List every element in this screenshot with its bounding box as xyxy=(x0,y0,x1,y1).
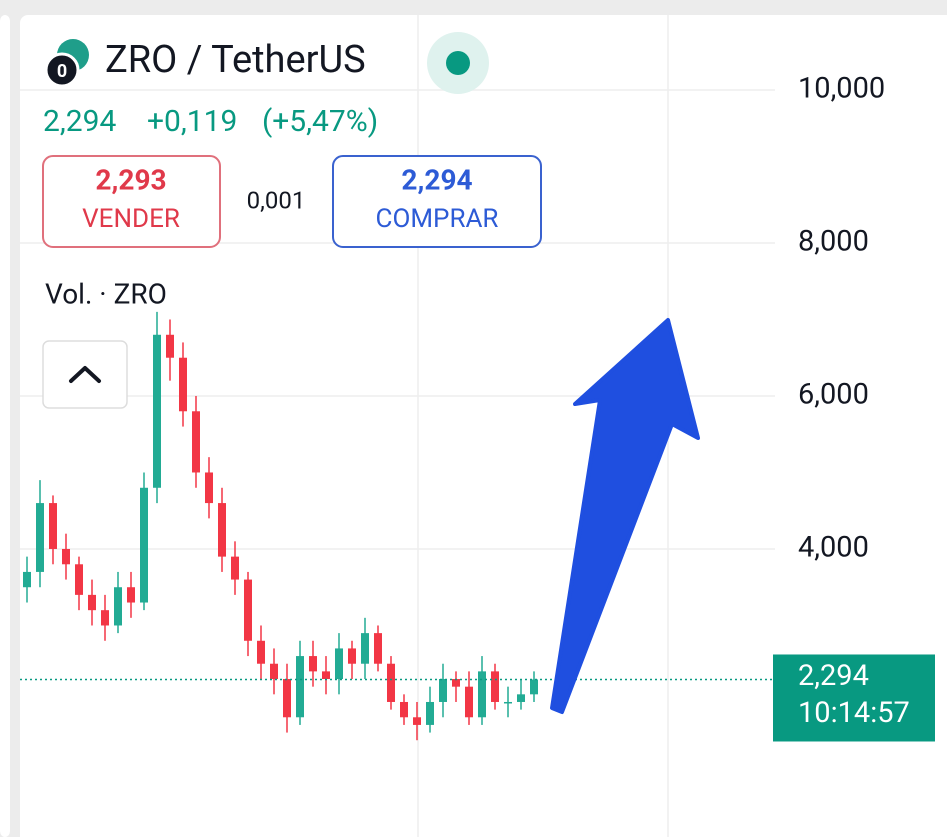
last-price: 2,294 xyxy=(43,104,116,139)
candle-body xyxy=(179,357,187,412)
candle-body xyxy=(101,610,109,626)
candle-body xyxy=(205,472,213,504)
status-dot xyxy=(446,51,470,75)
candle-body xyxy=(426,701,434,725)
candle-body xyxy=(452,679,460,687)
candle-body xyxy=(400,701,408,718)
candle-body xyxy=(140,487,148,603)
candle-body xyxy=(283,679,291,718)
candle-body xyxy=(114,587,122,626)
chevron-up xyxy=(69,366,101,383)
price-tag-time: 10:14:57 xyxy=(798,696,910,730)
candle-body xyxy=(166,334,174,358)
collapse-button[interactable] xyxy=(42,340,128,409)
candle-body xyxy=(504,701,512,704)
y-tick-label: 4,000 xyxy=(798,531,869,565)
sell-button[interactable] xyxy=(42,155,221,248)
candle-body xyxy=(192,411,200,473)
candle-body xyxy=(127,587,135,603)
plot xyxy=(20,89,775,741)
candle-body xyxy=(257,640,265,664)
side-panel xyxy=(0,15,10,837)
candle-body xyxy=(75,564,83,595)
candle-body xyxy=(335,648,343,680)
y-tick-label: 10,000 xyxy=(798,72,885,106)
sell-price: 2,293 xyxy=(95,163,166,196)
candle-body xyxy=(270,663,278,680)
candle-body xyxy=(530,679,538,695)
base-icon xyxy=(44,52,80,88)
candle-body xyxy=(361,633,369,664)
candle-body xyxy=(36,503,44,572)
candle-body xyxy=(62,548,70,565)
price-tag-value: 2,294 xyxy=(798,659,869,693)
buy-price: 2,294 xyxy=(401,163,472,196)
buy-button[interactable] xyxy=(332,155,542,248)
candle-body xyxy=(296,656,304,718)
symbol-title: ZRO / TetherUS xyxy=(105,38,366,82)
candle-body xyxy=(244,579,252,641)
sell-label: VENDER xyxy=(82,204,180,234)
candle-body xyxy=(231,556,239,580)
candle-body xyxy=(465,686,473,718)
candle-body xyxy=(23,571,31,588)
candle-body xyxy=(491,671,499,702)
volume-label: Vol. · ZRO xyxy=(45,277,167,310)
candle-body xyxy=(153,334,161,488)
candle-body xyxy=(309,656,317,672)
y-tick-label: 8,000 xyxy=(798,225,869,259)
candle-body xyxy=(374,633,382,664)
candle-body xyxy=(478,671,486,718)
candle-body xyxy=(218,503,226,557)
candle-body xyxy=(439,679,447,702)
y-tick-label: 6,000 xyxy=(798,378,869,412)
candle-body xyxy=(322,671,330,680)
candle-body xyxy=(517,694,525,702)
buy-label: COMPRAR xyxy=(376,204,499,234)
base-icon-glyph: 0 xyxy=(57,61,67,82)
annotation-arrow xyxy=(550,318,700,714)
price-change: +0,119 xyxy=(147,104,237,139)
candle-body xyxy=(88,594,96,611)
spread: 0,001 xyxy=(247,186,306,214)
candle-body xyxy=(413,717,421,725)
price-tag xyxy=(773,654,935,742)
candle-body xyxy=(348,648,356,664)
price-change-pct: (+5,47%) xyxy=(262,104,378,139)
candle-body xyxy=(387,663,395,702)
candle-body xyxy=(49,503,57,549)
